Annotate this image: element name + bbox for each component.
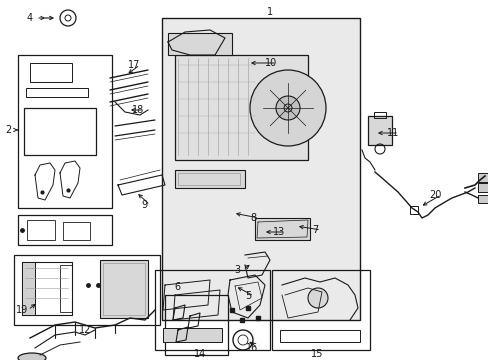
Bar	[477, 173, 487, 182]
Text: 17: 17	[127, 60, 140, 70]
Bar	[178, 173, 240, 185]
Text: 16: 16	[245, 343, 258, 353]
Text: 14: 14	[193, 349, 206, 359]
Circle shape	[249, 70, 325, 146]
Bar	[280, 330, 359, 342]
Bar	[477, 183, 487, 192]
Circle shape	[275, 96, 299, 120]
Bar	[175, 170, 244, 188]
Bar	[60, 265, 72, 312]
Text: 10: 10	[264, 58, 277, 68]
Text: 13: 13	[272, 227, 285, 237]
Bar	[373, 112, 385, 118]
Bar	[100, 260, 148, 318]
Bar	[103, 263, 145, 315]
Text: 3: 3	[233, 265, 240, 275]
Bar	[175, 55, 307, 160]
Text: 4: 4	[27, 13, 33, 23]
Bar	[27, 220, 55, 240]
Bar	[164, 295, 227, 355]
Text: 20: 20	[428, 190, 440, 200]
Bar	[30, 63, 72, 82]
Bar	[24, 108, 96, 155]
Text: 8: 8	[249, 213, 256, 223]
Text: 6: 6	[174, 282, 180, 292]
Text: 2: 2	[5, 125, 11, 135]
Bar	[367, 116, 391, 145]
Bar	[168, 33, 231, 55]
Bar	[22, 262, 72, 315]
Bar	[254, 218, 309, 240]
Bar	[26, 88, 88, 97]
Text: 5: 5	[244, 291, 251, 301]
Text: 15: 15	[310, 349, 323, 359]
Bar	[409, 206, 417, 214]
Text: 18: 18	[132, 105, 144, 115]
Text: 1: 1	[266, 7, 272, 17]
Text: 9: 9	[141, 200, 147, 210]
Bar	[14, 255, 160, 325]
Bar	[18, 215, 112, 245]
Bar	[271, 270, 369, 350]
Bar	[477, 195, 487, 203]
Circle shape	[307, 288, 327, 308]
Bar	[155, 270, 269, 350]
Bar	[22, 262, 35, 315]
Text: 19: 19	[16, 305, 28, 315]
Bar	[163, 328, 222, 342]
Bar	[63, 222, 90, 240]
Text: 7: 7	[311, 225, 318, 235]
Text: 11: 11	[386, 128, 398, 138]
Bar	[18, 55, 112, 208]
Text: 12: 12	[79, 325, 91, 335]
Ellipse shape	[18, 353, 46, 360]
Bar	[162, 18, 359, 320]
